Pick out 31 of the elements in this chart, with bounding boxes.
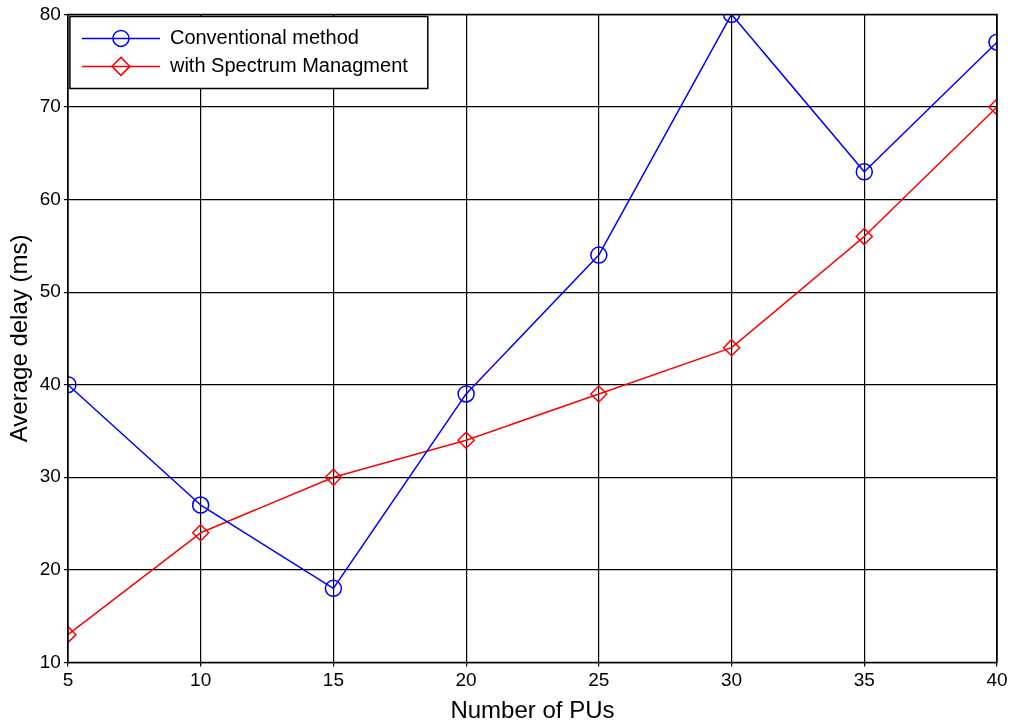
y-tick-label: 10 <box>39 650 61 672</box>
point <box>722 338 741 357</box>
legend-label: Conventional method <box>169 25 359 48</box>
y-tick-label: 70 <box>39 95 61 117</box>
point <box>457 431 475 449</box>
point <box>855 163 874 181</box>
y-tick-label: 80 <box>39 2 61 24</box>
point <box>590 385 608 403</box>
x-tick-label: 5 <box>62 669 74 691</box>
point <box>855 227 874 246</box>
x-tick-label: 30 <box>720 669 743 691</box>
x-tick-label: 40 <box>986 669 1008 691</box>
y-axis-title: Average delay (ms) <box>5 234 33 443</box>
x-tick-label: 10 <box>190 669 212 691</box>
y-tick-label: 50 <box>39 280 61 302</box>
point <box>324 579 343 598</box>
point <box>191 524 210 542</box>
x-axis-title: Number of PUs <box>450 696 615 724</box>
point <box>590 246 608 264</box>
x-tick-label: 15 <box>322 669 344 691</box>
x-tick-label: 20 <box>455 669 477 691</box>
y-tick-label: 20 <box>39 558 61 580</box>
legend-label: with Spectrum Managment <box>168 53 409 76</box>
x-tick-label: 25 <box>588 669 610 691</box>
y-tick-label: 30 <box>39 465 61 487</box>
y-tick-label: 60 <box>39 187 61 209</box>
point <box>457 385 475 403</box>
point <box>191 496 210 514</box>
y-tick-label: 40 <box>39 372 61 394</box>
point <box>324 468 343 487</box>
x-tick-label: 35 <box>853 669 875 691</box>
